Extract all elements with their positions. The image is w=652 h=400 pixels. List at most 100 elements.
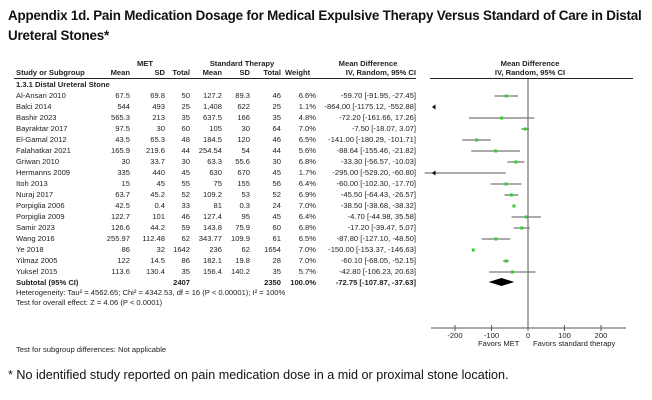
- weight: 6.4%: [298, 179, 316, 188]
- study-name: Falahatkar 2021: [16, 146, 71, 155]
- met-mean: 30: [121, 157, 130, 166]
- std-sd: 622: [237, 102, 250, 111]
- std-sd: 120: [237, 135, 250, 144]
- footnote: * No identified study reported on pain m…: [8, 368, 509, 382]
- std-sd: 0.3: [239, 201, 250, 210]
- mean-difference-ci: -295.00 [-529.20, -60.80]: [332, 168, 416, 177]
- met-mean: 544: [117, 102, 130, 111]
- std-mean: 143.8: [202, 223, 222, 232]
- met-sd: 44.2: [150, 223, 165, 232]
- header-std-total: Total: [263, 68, 281, 77]
- subgroup-label: 1.3.1 Distal Ureteral Stone: [16, 80, 110, 89]
- met-total: 52: [181, 190, 190, 199]
- point-estimate: [494, 237, 498, 241]
- std-sd: 95: [241, 212, 250, 221]
- point-estimate: [510, 270, 514, 274]
- met-total: 44: [181, 146, 190, 155]
- met-mean: 63.7: [115, 190, 130, 199]
- std-mean: 630: [209, 168, 222, 177]
- met-total: 35: [181, 267, 190, 276]
- std-sd: 89.3: [235, 91, 250, 100]
- met-mean: 113.6: [111, 267, 130, 276]
- header-std-mean: Mean: [202, 68, 222, 77]
- x-label-favors-standard: Favors standard therapy: [533, 339, 616, 348]
- weight: 1.7%: [298, 168, 316, 177]
- std-sd: 30: [241, 124, 250, 133]
- met-sd: 213: [152, 113, 165, 122]
- met-sd: 30: [156, 124, 165, 133]
- mean-difference-ci: -7.50 [-18.07, 3.07]: [351, 124, 416, 133]
- mean-difference-ci: -141.00 [-180.29, -101.71]: [328, 135, 416, 144]
- header-ci-right: IV, Random, 95% CI: [494, 68, 566, 77]
- met-total: 60: [181, 124, 190, 133]
- std-sd: 55.6: [235, 157, 250, 166]
- met-sd: 130.4: [145, 267, 165, 276]
- met-total: 50: [181, 91, 190, 100]
- met-sd: 112.48: [142, 234, 165, 243]
- heterogeneity-text: Heterogeneity: Tau² = 4562.65; Chi² = 43…: [16, 288, 286, 297]
- mean-difference-ci: -59.70 [-91.95, -27.45]: [340, 91, 416, 100]
- weight: 7.0%: [298, 256, 316, 265]
- weight: 6.9%: [298, 190, 316, 199]
- met-sd: 440: [152, 168, 165, 177]
- mean-difference-ci: -150.00 [-153.37, -146.63]: [328, 245, 416, 254]
- met-total: 62: [181, 234, 190, 243]
- point-estimate: [504, 182, 508, 186]
- met-total: 48: [181, 135, 190, 144]
- met-sd: 32: [156, 245, 165, 254]
- met-mean: 15: [121, 179, 130, 188]
- study-name: Griwan 2010: [16, 157, 60, 166]
- study-name: Itoh 2013: [16, 179, 48, 188]
- met-mean: 565.3: [110, 113, 130, 122]
- mean-difference-ci: -864.00 [-1175.12, -552.88]: [324, 102, 416, 111]
- std-mean: 1,408: [202, 102, 222, 111]
- std-total: 35: [272, 267, 281, 276]
- weight: 6.4%: [298, 212, 316, 221]
- std-total: 64: [272, 124, 281, 133]
- met-mean: 335: [117, 168, 130, 177]
- study-name: Nuraj 2017: [16, 190, 54, 199]
- met-total: 46: [181, 212, 190, 221]
- std-total: 46: [272, 91, 281, 100]
- header-met-sd: SD: [154, 68, 165, 77]
- std-total: 35: [272, 113, 281, 122]
- point-estimate: [504, 259, 508, 263]
- met-mean: 165.9: [110, 146, 130, 155]
- point-estimate: [500, 116, 504, 120]
- x-tick-label: -200: [447, 331, 462, 340]
- std-total: 52: [272, 190, 281, 199]
- std-sd: 75.9: [235, 223, 250, 232]
- subtotal-weight: 100.0%: [290, 278, 316, 287]
- std-total: 45: [272, 212, 281, 221]
- header-md-group-right: Mean Difference: [500, 59, 560, 68]
- std-mean: 184.5: [202, 135, 222, 144]
- pooled-diamond: [488, 278, 515, 286]
- x-label-favors-met: Favors MET: [478, 339, 520, 348]
- weight: 6.8%: [298, 223, 316, 232]
- std-sd: 53: [241, 190, 250, 199]
- std-total: 44: [272, 146, 281, 155]
- header-met-group: MET: [136, 59, 154, 68]
- std-mean: 63.3: [207, 157, 222, 166]
- mean-difference-ci: -4.70 [-44.98, 35.58]: [347, 212, 416, 221]
- std-mean: 236: [209, 245, 222, 254]
- header-md-group-left: Mean Difference: [338, 59, 398, 68]
- study-name: Ye 2018: [16, 245, 44, 254]
- met-mean: 67.5: [115, 91, 130, 100]
- header-std-sd: SD: [239, 68, 250, 77]
- std-total: 56: [272, 179, 281, 188]
- header-ci-left: IV, Random, 95% CI: [345, 68, 416, 77]
- study-name: Porpiglia 2006: [16, 201, 65, 210]
- std-total: 61: [272, 234, 281, 243]
- header-rule-right: [430, 78, 633, 79]
- study-name: Bayraktar 2017: [16, 124, 68, 133]
- std-sd: 19.8: [235, 256, 250, 265]
- met-sd: 45: [156, 179, 165, 188]
- met-sd: 0.4: [154, 201, 165, 210]
- point-estimate: [494, 149, 498, 153]
- met-total: 86: [181, 256, 190, 265]
- met-sd: 69.8: [150, 91, 165, 100]
- point-estimate: [504, 94, 508, 98]
